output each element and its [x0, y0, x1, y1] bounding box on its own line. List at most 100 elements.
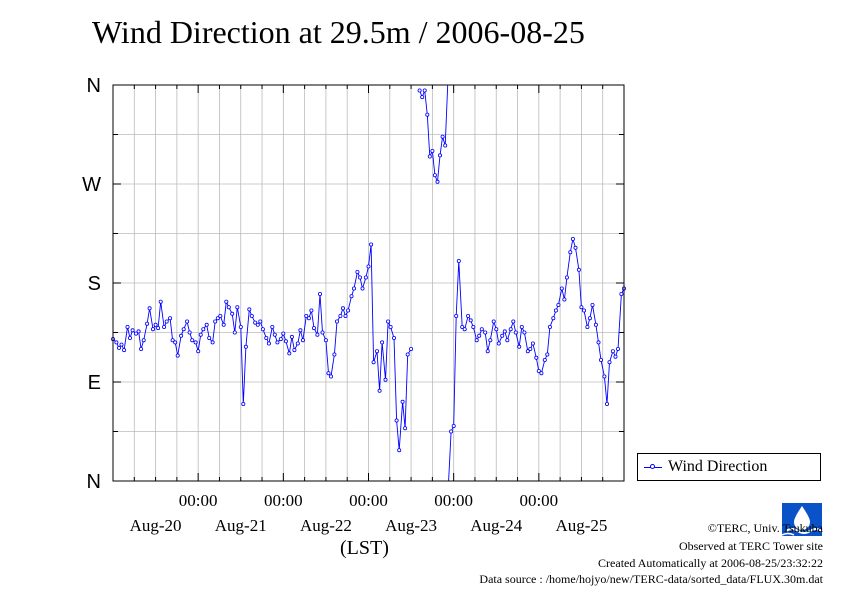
data-point [542, 357, 547, 362]
data-point [304, 313, 309, 318]
data-point [295, 341, 300, 346]
y-tick-label: W [82, 174, 101, 196]
data-point [556, 302, 561, 307]
data-point [513, 330, 518, 335]
y-tick-label: S [88, 273, 101, 295]
data-point [454, 313, 459, 318]
data-point [338, 313, 343, 318]
data-point [204, 322, 209, 327]
data-point [147, 306, 152, 311]
data-point [371, 360, 376, 365]
footer-observed: Observed at TERC Tower site [678, 539, 823, 553]
data-point [198, 332, 203, 337]
data-point [369, 242, 374, 247]
data-point [559, 286, 564, 291]
data-point [466, 313, 471, 318]
data-point [397, 448, 402, 453]
data-point [568, 250, 573, 255]
data-point [275, 340, 280, 345]
data-point [218, 313, 223, 318]
data-point [590, 302, 595, 307]
data-point [605, 401, 610, 406]
data-point [309, 308, 314, 313]
y-tick-label: E [88, 372, 101, 394]
data-point [619, 291, 624, 296]
data-point [570, 236, 575, 241]
y-tick-label: N [87, 471, 101, 493]
data-point [127, 335, 132, 340]
data-point [175, 353, 180, 358]
data-point [500, 333, 505, 338]
data-point [145, 321, 150, 326]
data-point [164, 319, 169, 324]
data-point [468, 318, 473, 323]
data-point [610, 349, 615, 354]
data-point [264, 335, 269, 340]
data-point [255, 322, 260, 327]
data-point [320, 330, 325, 335]
data-point [258, 319, 263, 324]
data-point [196, 349, 201, 354]
data-point [491, 319, 496, 324]
data-point [456, 258, 461, 263]
x-axis-ticks: 00:00 00:00 00:00 00:00 00:00 Aug-20 Aug-21 Aug… [112, 85, 625, 535]
data-point [349, 294, 354, 299]
data-point [170, 338, 175, 343]
series-line [112, 244, 412, 451]
x-date-label: Aug-23 [385, 516, 437, 535]
data-point [253, 320, 258, 325]
data-point [281, 331, 286, 336]
data-point [460, 324, 465, 329]
data-point [502, 329, 507, 334]
data-point [306, 316, 311, 321]
data-point [226, 305, 231, 310]
data-point [613, 354, 618, 359]
data-point [562, 297, 567, 302]
data-point [221, 322, 226, 327]
data-point [133, 331, 138, 336]
data-point [435, 179, 440, 184]
data-point [232, 330, 237, 335]
data-point [477, 333, 482, 338]
footer-source: Data source : /home/hojyo/new/TERC-data/… [479, 572, 823, 586]
data-point [545, 352, 550, 357]
data-point [602, 374, 607, 379]
data-point [193, 340, 198, 345]
data-point [403, 426, 408, 431]
data-point [551, 316, 556, 321]
data-point [158, 299, 163, 304]
data-point [114, 340, 119, 345]
data-point [224, 299, 229, 304]
data-point [207, 335, 212, 340]
data-point [179, 333, 184, 338]
data-point [334, 319, 339, 324]
data-point [136, 329, 141, 334]
data-point [122, 348, 127, 353]
chart-title: Wind Direction at 29.5m / 2006-08-25 [92, 14, 585, 50]
data-point [462, 327, 467, 332]
data-point [505, 338, 510, 343]
data-point [474, 338, 479, 343]
data-point [443, 143, 448, 148]
data-point [168, 316, 173, 321]
data-point [383, 377, 388, 382]
data-point [153, 322, 158, 327]
data-point [380, 340, 385, 345]
data-point [449, 429, 454, 434]
data-point [185, 319, 190, 324]
data-point [607, 360, 612, 365]
x-time-label: 00:00 [349, 491, 388, 510]
data-point [249, 313, 254, 318]
data-point [485, 349, 490, 354]
data-point [156, 326, 161, 331]
data-point [328, 374, 333, 379]
data-point [394, 418, 399, 423]
data-point [243, 344, 248, 349]
data-point [587, 316, 592, 321]
data-point [496, 341, 501, 346]
x-time-label: 00:00 [179, 491, 218, 510]
data-point [425, 112, 430, 117]
data-point [564, 275, 569, 280]
legend-label: Wind Direction [668, 458, 768, 475]
